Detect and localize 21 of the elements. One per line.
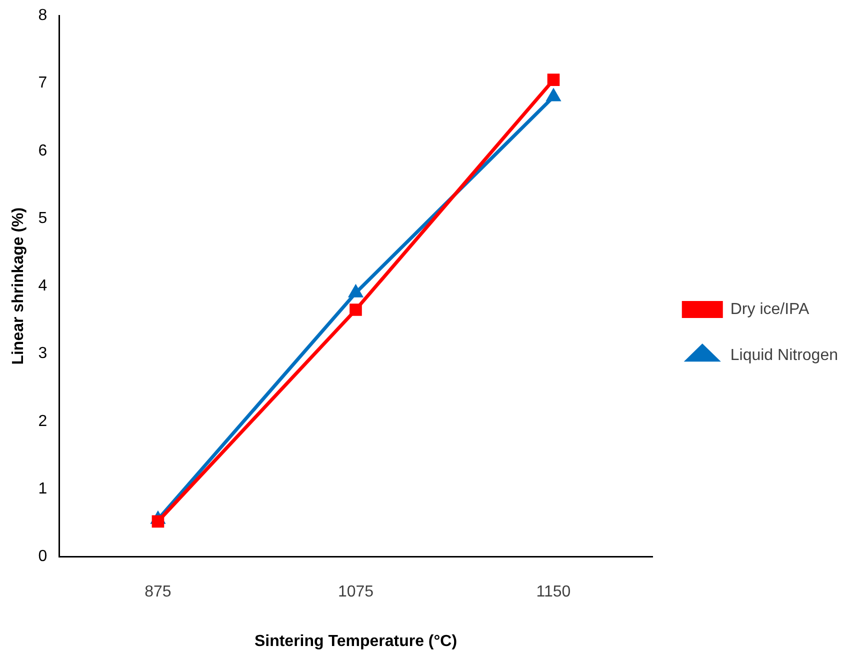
y-tick-label: 3: [38, 345, 48, 362]
point: [152, 515, 164, 528]
y-tick-label: 8: [38, 7, 48, 24]
legend-label: Dry ice/IPA: [730, 300, 810, 318]
x-axis-title: Sintering Temperature (°C): [254, 632, 458, 650]
legend-label: Liquid Nitrogen: [730, 346, 838, 364]
y-tick-label: 1: [38, 480, 48, 498]
point: [547, 74, 560, 86]
x-tick-label: 875: [144, 584, 172, 601]
y-tick-label: 2: [38, 412, 48, 430]
x-tick-label: 1150: [536, 584, 571, 601]
point: [348, 284, 364, 298]
point: [350, 304, 362, 316]
y-tick-label: 7: [38, 74, 48, 92]
x-tick-label: 1075: [338, 584, 374, 601]
y-tick-label: 6: [38, 142, 48, 160]
y-tick-label: 5: [38, 210, 48, 227]
y-axis-title: Linear shrinkage (%): [10, 207, 28, 365]
y-tick-label: 0: [38, 548, 48, 566]
point: [546, 88, 561, 102]
y-tick-label: 4: [38, 278, 48, 295]
